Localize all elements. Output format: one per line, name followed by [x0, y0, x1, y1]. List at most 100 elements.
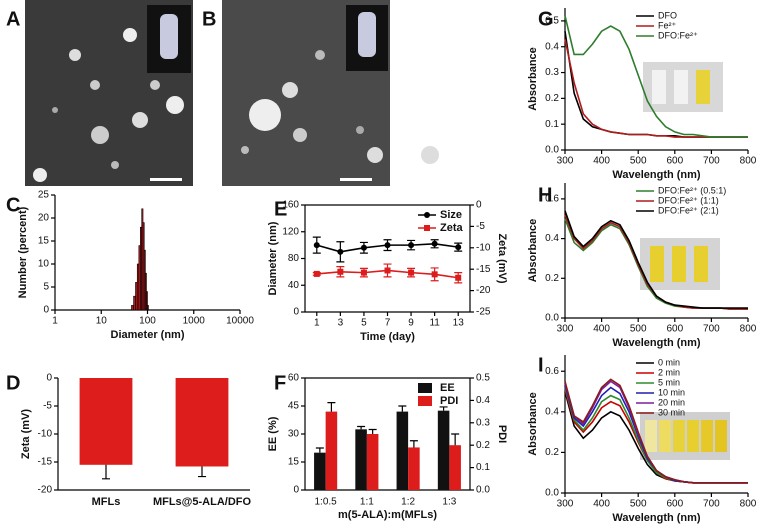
y2-tick-label: 0.5 [476, 373, 490, 384]
marker [313, 270, 320, 277]
marker [337, 248, 344, 255]
y-tick-label: 40 [288, 280, 300, 291]
x-tick-label: MFLs@5-ALA/DFO [153, 496, 252, 508]
legend-swatch [418, 396, 432, 406]
error-bar [102, 464, 110, 480]
y-tick-label: 0 [43, 305, 49, 316]
x-tick-label: 500 [630, 324, 647, 335]
histogram-bar [131, 305, 134, 311]
y-tick-label: 0 [46, 373, 52, 384]
error-bar [357, 425, 366, 430]
y-tick-label: 0.2 [545, 447, 559, 458]
y-tick-label: 0 [293, 485, 299, 496]
y-tick-label: 25 [38, 190, 50, 201]
y-tick-label: 0 [293, 307, 299, 318]
x-tick-label: 10000 [226, 316, 254, 327]
inset-photo-i [640, 412, 730, 460]
y2-tick-label: 0 [476, 200, 482, 211]
panel-label: G [538, 8, 554, 30]
x-tick-label: 10 [96, 316, 108, 327]
bar [79, 378, 133, 465]
line [564, 378, 748, 484]
tem-image-b [222, 0, 439, 186]
y2-axis-label: PDI [496, 425, 508, 443]
x-tick-label: 11 [429, 318, 440, 329]
marker [431, 271, 438, 278]
y-tick-label: 5 [43, 282, 49, 293]
panel-label: E [274, 198, 287, 220]
y-tick-label: 0.0 [545, 145, 559, 156]
x-axis-label: Wavelength (nm) [612, 337, 701, 349]
y2-tick-label: -10 [476, 242, 491, 253]
x-tick-label: 700 [703, 499, 720, 510]
y2-tick-label: -25 [476, 307, 491, 318]
error-bar [198, 466, 206, 478]
legend-label: 20 min [658, 397, 685, 407]
bar [408, 447, 420, 490]
x-tick-label: 1:2 [401, 497, 415, 508]
y-axis-label: EE (%) [267, 416, 279, 451]
x-tick-label: 3 [338, 318, 344, 329]
x-tick-label: 1:1 [360, 497, 374, 508]
marker [408, 242, 415, 249]
y2-tick-label: -5 [476, 221, 485, 232]
y-tick-label: 45 [288, 401, 300, 412]
error-bar [439, 406, 448, 411]
bar [449, 445, 461, 490]
y-axis-label: Zeta (mV) [20, 409, 32, 459]
y-axis-label: Absorbance [527, 392, 539, 456]
y-tick-label: 20 [38, 213, 50, 224]
y-tick-label: 120 [282, 226, 299, 237]
panel-label: D [6, 372, 20, 394]
legend-swatch [418, 383, 432, 393]
marker [455, 274, 462, 281]
marker [384, 242, 391, 249]
bar [325, 411, 338, 490]
y-tick-label: 160 [282, 200, 299, 211]
legend-label: Zeta [440, 222, 464, 234]
bar [175, 378, 229, 467]
y2-tick-label: 0.1 [476, 462, 490, 473]
x-tick-label: 9 [408, 318, 414, 329]
marker [360, 244, 367, 251]
y-axis-label: Diameter (nm) [267, 221, 279, 295]
legend-label: DFO:Fe²⁺ (0.5:1) [658, 185, 726, 195]
x-tick-label: 1000 [183, 316, 206, 327]
y-axis-label: Absorbance [527, 47, 539, 111]
marker [455, 244, 462, 251]
legend-label: 10 min [658, 387, 685, 397]
x-tick-label: 100 [139, 316, 156, 327]
y2-axis-label: Zeta (mV) [496, 233, 508, 283]
x-tick-label: 800 [740, 324, 757, 335]
legend-label: 5 min [658, 377, 680, 387]
panel-label: A [6, 8, 20, 30]
x-tick-label: 600 [666, 324, 683, 335]
error-bar [451, 433, 460, 446]
panel-label: B [202, 8, 216, 30]
marker [408, 269, 415, 276]
y-tick-label: -10 [38, 429, 53, 440]
x-axis-label: Wavelength (nm) [612, 512, 701, 524]
x-tick-label: 5 [361, 318, 367, 329]
x-axis-label: Time (day) [360, 331, 415, 343]
line [564, 15, 748, 138]
y-tick-label: 0.4 [545, 41, 559, 52]
legend-label: 2 min [658, 367, 680, 377]
y2-tick-label: -15 [476, 264, 491, 275]
panel-label: C [6, 194, 20, 216]
y2-tick-label: 0.0 [476, 485, 490, 496]
panel-label: F [274, 372, 286, 394]
legend-marker [424, 225, 430, 231]
y-tick-label: 60 [288, 373, 300, 384]
y-axis-label: Absorbance [527, 219, 539, 283]
y-tick-label: 0.6 [545, 366, 559, 377]
x-tick-label: 1:0.5 [315, 497, 338, 508]
x-tick-label: 1 [52, 316, 58, 327]
legend-label: DFO [658, 10, 677, 20]
x-tick-label: 400 [593, 324, 610, 335]
y2-tick-label: 0.3 [476, 417, 490, 428]
y-tick-label: 0.5 [545, 16, 559, 27]
marker [384, 267, 391, 274]
y-tick-label: 15 [38, 236, 50, 247]
bar [437, 410, 450, 490]
